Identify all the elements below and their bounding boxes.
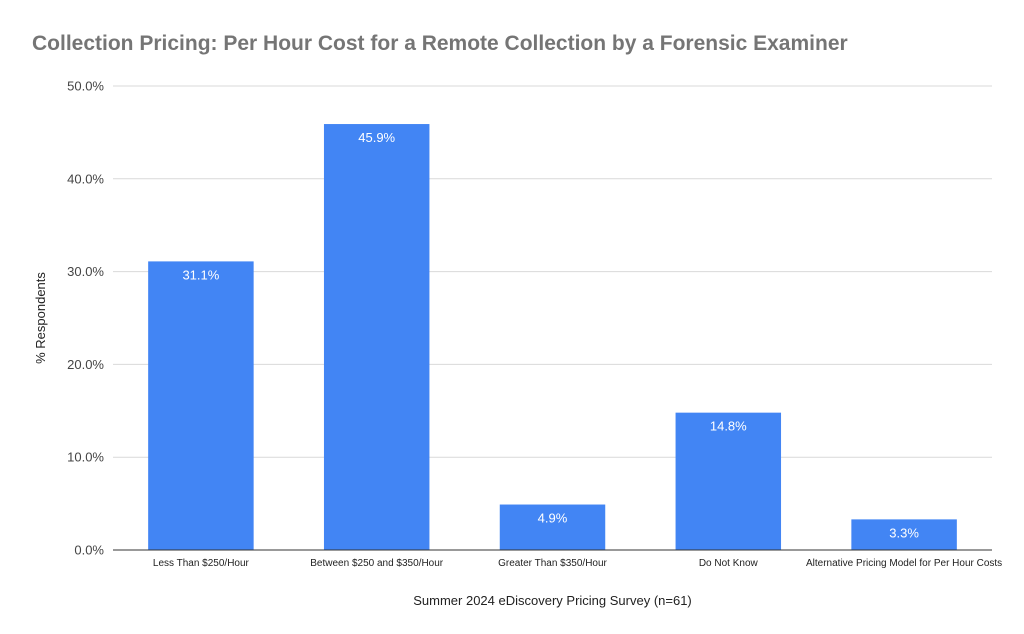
bar [675, 412, 782, 550]
y-tick-label: 20.0% [67, 357, 104, 372]
x-axis-label: Summer 2024 eDiscovery Pricing Survey (n… [413, 593, 692, 608]
bar [148, 261, 254, 550]
y-tick-labels: 0.0% 10.0% 20.0% 30.0% 40.0% 50.0% [67, 79, 104, 558]
y-tick-label: 0.0% [74, 543, 104, 558]
gridlines [113, 85, 992, 458]
x-tick-label: Alternative Pricing Model for Per Hour C… [806, 558, 1002, 569]
chart-title: Collection Pricing: Per Hour Cost for a … [32, 32, 848, 55]
data-label: 45.9% [358, 130, 395, 145]
x-tick-label: Do Not Know [699, 558, 759, 569]
bar [499, 504, 606, 550]
y-tick-label: 10.0% [67, 450, 104, 465]
y-tick-label: 30.0% [67, 264, 104, 279]
bar [851, 519, 957, 550]
bar [323, 124, 430, 550]
y-tick-label: 40.0% [67, 171, 104, 186]
y-tick-label: 50.0% [67, 79, 104, 94]
x-tick-label: Less Than $250/Hour [153, 558, 250, 569]
x-tick-label: Greater Than $350/Hour [498, 558, 607, 569]
data-label: 31.1% [182, 267, 219, 282]
x-tick-labels: Less Than $250/Hour Between $250 and $350… [153, 558, 1002, 569]
data-label: 3.3% [889, 525, 919, 540]
y-axis-label: % Respondents [33, 272, 48, 364]
data-labels: 31.1% 45.9% 4.9% 14.8% 3.3% [182, 130, 919, 540]
data-label: 14.8% [710, 419, 747, 434]
x-tick-label: Between $250 and $350/Hour [310, 558, 444, 569]
data-label: 4.9% [538, 511, 568, 526]
bars [148, 124, 957, 550]
